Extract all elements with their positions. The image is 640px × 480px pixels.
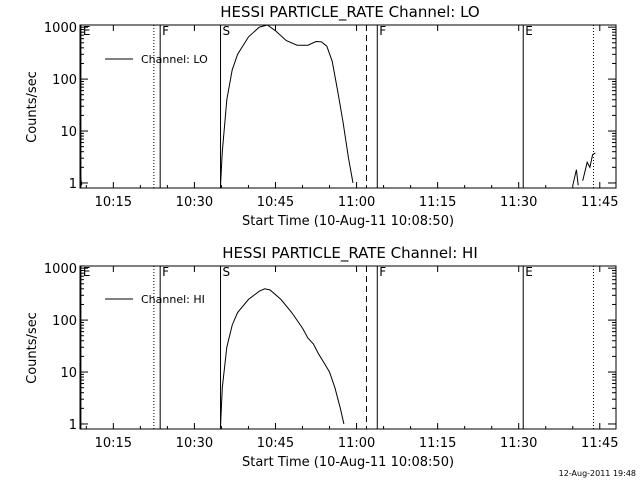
panel-hi-x-axis-label: Start Time (10-Aug-11 10:08:50)	[242, 455, 454, 470]
panel-lo-x-tick-label-2: 10:45	[257, 195, 294, 210]
panel-hi-event-marker-label-2: F	[162, 265, 169, 279]
panel-hi-y-tick-label-1: 10	[60, 366, 77, 381]
panel-lo-legend: Channel: LO	[105, 53, 208, 66]
panel-hi-event-marker-label-3: S	[223, 265, 231, 279]
panel-lo-series-0-segment-2	[572, 169, 579, 186]
panel-lo-x-tick-label-1: 10:30	[176, 195, 213, 210]
panel-hi-event-marker-label-0: E	[83, 265, 91, 279]
panel-hi-legend: Channel: HI	[105, 293, 205, 306]
panel-hi-series-0-segment-0	[220, 288, 345, 427]
panel-hi-event-marker-label-5: F	[379, 265, 386, 279]
footer-timestamp: 12-Aug-2011 19:48	[559, 469, 636, 478]
panel-lo-x-tick-label-6: 11:45	[581, 195, 618, 210]
panel-hi-event-marker-label-6: E	[525, 265, 533, 279]
panel-lo-x-axis-label: Start Time (10-Aug-11 10:08:50)	[242, 214, 454, 229]
panel-lo-event-marker-label-3: S	[223, 24, 231, 38]
panel-lo-x-tick-label-0: 10:15	[95, 195, 132, 210]
panel-lo-legend-label: Channel: LO	[141, 53, 208, 66]
panel-hi-plot-frame	[79, 265, 617, 430]
panel-hi-y-tick-label-0: 1	[69, 418, 77, 433]
panel-lo-event-marker-label-2: F	[162, 24, 169, 38]
panel-lo-event-marker-label-6: E	[525, 24, 533, 38]
panel-lo-event-marker-label-5: F	[379, 24, 386, 38]
panel-hi-title: HESSI PARTICLE_RATE Channel: HI	[222, 244, 478, 263]
panel-lo-x-tick-label-5: 11:30	[500, 195, 537, 210]
panel-hi-legend-label: Channel: HI	[141, 293, 205, 306]
panel-lo-y-axis-label: Counts/sec	[25, 71, 40, 143]
panel-hi-y-tick-label-3: 1000	[44, 262, 77, 277]
panel-lo-y-tick-label-0: 1	[69, 177, 77, 192]
panel-lo: HESSI PARTICLE_RATE Channel: LO Counts/s…	[25, 3, 619, 229]
panel-hi-y-axis-label: Counts/sec	[25, 312, 40, 384]
panel-hi-x-tick-label-6: 11:45	[581, 436, 618, 451]
panel-hi-x-tick-label-4: 11:15	[419, 436, 456, 451]
panel-lo-x-tick-label-3: 11:00	[338, 195, 375, 210]
panel-hi-x-tick-label-5: 11:30	[500, 436, 537, 451]
panel-lo-series-0-segment-1	[220, 24, 354, 186]
panel-lo-x-tick-label-4: 11:15	[419, 195, 456, 210]
panel-hi: HESSI PARTICLE_RATE Channel: HI Counts/s…	[25, 244, 619, 470]
panel-hi-y-tick-label-2: 100	[52, 314, 77, 329]
panel-lo-y-tick-label-3: 1000	[44, 21, 77, 36]
panel-lo-plot-frame	[79, 24, 617, 189]
panel-lo-title: HESSI PARTICLE_RATE Channel: LO	[220, 3, 479, 22]
panel-hi-x-tick-label-0: 10:15	[95, 436, 132, 451]
panel-lo-event-marker-label-0: E	[83, 24, 91, 38]
panel-lo-y-tick-label-2: 100	[52, 73, 77, 88]
panel-lo-series-0-segment-3	[582, 152, 596, 181]
panel-hi-x-tick-label-1: 10:30	[176, 436, 213, 451]
panel-lo-y-tick-label-1: 10	[60, 125, 77, 140]
panel-hi-x-tick-label-2: 10:45	[257, 436, 294, 451]
panel-hi-x-tick-label-3: 11:00	[338, 436, 375, 451]
